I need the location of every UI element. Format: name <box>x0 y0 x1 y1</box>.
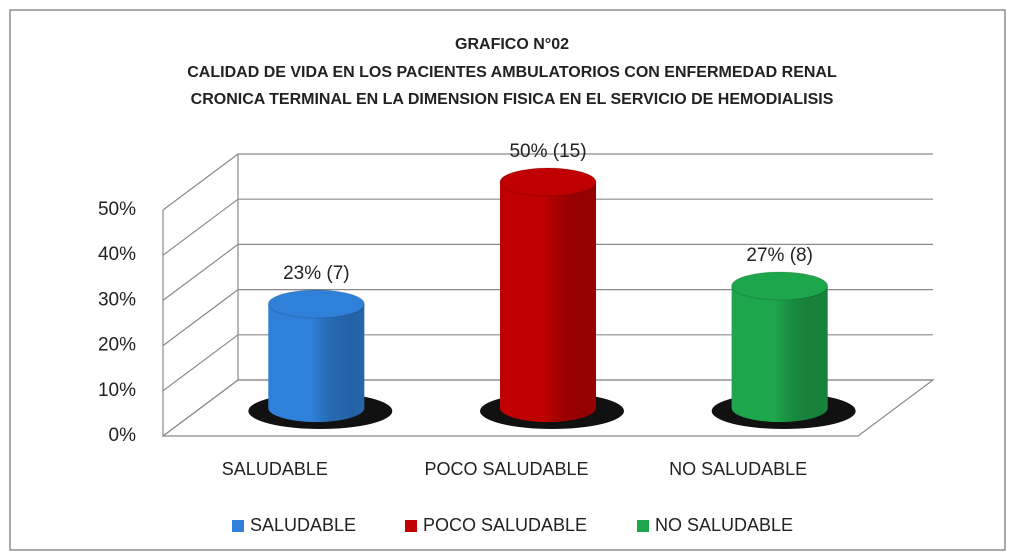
data-label: 23% (7) <box>283 263 350 284</box>
legend-swatch <box>637 520 649 532</box>
y-tick-label: 50% <box>98 199 136 220</box>
chart-title: CALIDAD DE VIDA EN LOS PACIENTES AMBULAT… <box>187 64 837 81</box>
grid-line <box>162 379 933 437</box>
y-tick-label: 0% <box>109 425 137 446</box>
x-tick-label: NO SALUDABLE <box>669 459 807 479</box>
bar-shade <box>731 285 828 423</box>
y-tick-label: 20% <box>98 335 136 356</box>
chart-title: GRAFICO N°02 <box>455 36 569 53</box>
grid-line <box>162 153 933 211</box>
bar-top <box>731 271 829 301</box>
chart-title: CRONICA TERMINAL EN LA DIMENSION FISICA … <box>191 91 834 108</box>
legend-swatch <box>405 520 417 532</box>
legend-label: POCO SALUDABLE <box>423 515 587 535</box>
legend-label: SALUDABLE <box>250 515 356 535</box>
bar-top <box>267 289 365 319</box>
y-tick-label: 40% <box>98 244 136 265</box>
data-label: 50% (15) <box>509 141 586 162</box>
x-tick-label: POCO SALUDABLE <box>424 459 588 479</box>
data-label: 27% (8) <box>746 245 813 266</box>
y-tick-label: 30% <box>98 289 136 310</box>
grid-line <box>162 243 933 301</box>
bar-shade <box>500 182 596 422</box>
bar-shade <box>268 304 365 423</box>
y-tick-label: 10% <box>98 380 136 401</box>
legend-swatch <box>232 520 244 532</box>
x-tick-label: SALUDABLE <box>222 459 328 479</box>
grid-line <box>162 198 933 256</box>
legend-label: NO SALUDABLE <box>655 515 793 535</box>
bar-top <box>499 167 597 197</box>
grid-line <box>162 334 933 392</box>
grid-line <box>162 289 933 347</box>
